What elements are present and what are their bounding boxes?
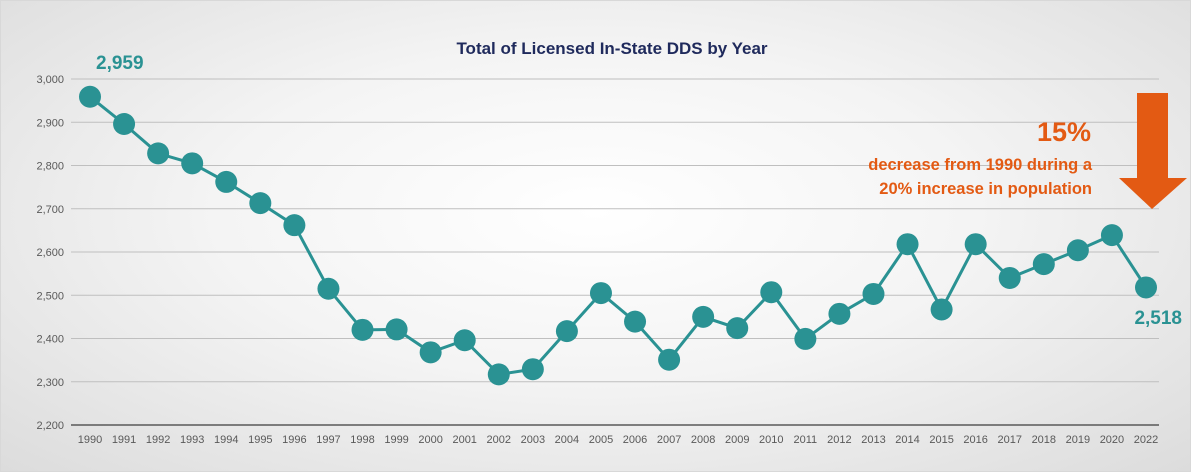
y-tick-label: 2,200 [36,420,64,432]
y-tick-label: 2,500 [36,290,64,302]
x-axis: 1990 1991 1992 1993 1994 1995 1996 1997 1998 1999… [78,434,1158,446]
x-tick-label: 2016 [963,434,987,446]
x-tick-label: 2020 [1100,434,1124,446]
x-tick-label: 2007 [657,434,681,446]
x-tick-label: 2010 [759,434,783,446]
data-point [794,327,817,350]
data-point [930,298,953,321]
data-point [249,192,272,215]
x-tick-label: 1998 [350,434,374,446]
data-point [317,277,340,300]
x-tick-label: 2019 [1066,434,1090,446]
x-tick-label: 2013 [861,434,885,446]
x-tick-label: 1994 [214,434,238,446]
data-point [760,281,783,304]
x-tick-label: 1995 [248,434,272,446]
data-point [79,85,101,108]
chart-title: Total of Licensed In-State DDS by Year [456,39,767,58]
y-tick-label: 2,700 [36,204,64,216]
x-tick-label: 2000 [418,434,442,446]
data-point [283,214,306,237]
data-point [521,358,544,381]
data-point [385,318,408,341]
data-point [862,282,885,305]
data-point [692,305,715,328]
callout-percent: 15% [1037,117,1091,147]
last-data-label: 2,518 [1134,308,1182,329]
x-tick-label: 2009 [725,434,749,446]
data-point [113,112,136,135]
x-tick-label: 2006 [623,434,647,446]
y-tick-label: 2,800 [36,161,64,173]
gridlines [71,78,1159,426]
x-tick-label: 2018 [1032,434,1056,446]
x-tick-label: 1999 [384,434,408,446]
data-point [1100,224,1123,247]
x-tick-label: 2011 [794,434,818,446]
data-point [147,142,170,165]
y-tick-label: 3,000 [36,74,64,86]
data-points [79,85,1157,386]
data-point [419,341,442,364]
x-tick-label: 2017 [997,434,1021,446]
x-tick-label: 2015 [929,434,953,446]
x-tick-label: 2008 [691,434,715,446]
x-tick-label: 2003 [521,434,545,446]
x-tick-label: 1992 [146,434,170,446]
x-tick-label: 2001 [452,434,476,446]
callout-line-2: 20% increase in population [879,180,1092,198]
data-point [964,233,987,256]
data-point [1032,253,1055,276]
x-tick-label: 1996 [282,434,306,446]
data-point [624,310,647,333]
x-tick-label: 2005 [589,434,613,446]
x-tick-label: 1993 [180,434,204,446]
y-axis: 2,200 2,300 2,400 2,500 2,600 2,700 2,800 2,900… [36,74,64,432]
data-point [998,266,1021,289]
x-tick-label: 2014 [895,434,919,446]
data-point [453,329,476,352]
data-point [726,317,749,340]
data-point [215,170,238,193]
data-point [828,302,851,325]
data-point [896,233,919,256]
data-point [351,318,374,341]
x-tick-label: 1991 [112,434,136,446]
y-tick-label: 2,300 [36,377,64,389]
data-point [658,348,681,371]
y-tick-label: 2,600 [36,247,64,259]
first-data-label: 2,959 [96,53,144,74]
x-tick-label: 1997 [316,434,340,446]
data-point [555,320,578,343]
data-point [1066,239,1089,262]
down-arrow-icon [1119,93,1187,209]
callout-line-1: decrease from 1990 during a [868,156,1093,174]
x-tick-label: 2002 [487,434,511,446]
data-point [181,152,204,175]
x-tick-label: 2012 [827,434,851,446]
data-point [589,282,612,305]
x-tick-label: 1990 [78,434,102,446]
y-tick-label: 2,400 [36,334,64,346]
series-line [89,95,1148,376]
x-tick-label: 2022 [1134,434,1158,446]
x-tick-label: 2004 [555,434,579,446]
data-point [1135,276,1157,299]
data-point [487,363,510,386]
y-tick-label: 2,900 [36,117,64,129]
